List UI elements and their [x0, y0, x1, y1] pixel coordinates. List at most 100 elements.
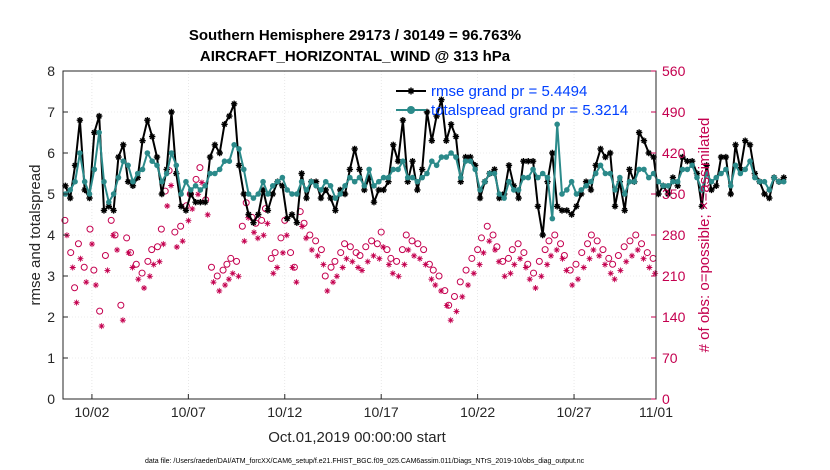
totalspread-point — [472, 166, 479, 173]
rmse-point — [235, 162, 243, 169]
rmse-point — [81, 186, 88, 194]
totalspread-point — [612, 187, 618, 193]
totalspread-point — [212, 170, 218, 177]
obs-assimilated-marker — [364, 258, 371, 265]
rmse-point — [428, 137, 436, 144]
obs-possible-marker — [435, 272, 443, 280]
totalspread-point — [549, 215, 556, 222]
totalspread-point — [178, 191, 184, 197]
rmse-point — [134, 174, 141, 181]
obs-possible-marker — [584, 240, 592, 248]
obs-possible-marker — [287, 249, 295, 257]
totalspread-point — [260, 178, 266, 185]
totalspread-point — [125, 162, 131, 169]
obs-assimilated-marker — [453, 308, 460, 315]
rmse-point — [346, 166, 354, 173]
rmse-point — [708, 186, 715, 194]
totalspread-point — [607, 170, 613, 177]
rmse-point — [606, 149, 614, 157]
obs-assimilated-marker — [617, 267, 624, 274]
obs-possible-marker — [377, 228, 385, 236]
rmse-point — [240, 190, 247, 198]
totalspread-point — [670, 178, 676, 185]
totalspread-point — [684, 166, 691, 173]
obs-assimilated-marker — [358, 267, 365, 274]
rmse-point — [399, 117, 407, 124]
totalspread-point — [747, 158, 753, 164]
grid-lines — [63, 70, 657, 400]
totalspread-point — [351, 178, 358, 185]
obs-possible-marker — [474, 246, 482, 254]
rmse-point — [361, 186, 368, 194]
obs-possible-marker — [90, 266, 98, 274]
rmse-point — [447, 121, 455, 128]
obs-possible-marker — [632, 231, 640, 239]
obs-assimilated-marker — [422, 261, 429, 268]
rmse-point — [602, 153, 609, 161]
obs-assimilated-marker — [526, 276, 533, 283]
obs-assimilated-marker — [517, 255, 524, 262]
totalspread-point — [149, 158, 155, 164]
rmse-point — [679, 153, 686, 161]
obs-possible-marker — [117, 301, 125, 309]
obs-assimilated-marker — [279, 249, 286, 256]
obs-possible-marker — [605, 254, 613, 262]
totalspread-point — [496, 191, 503, 197]
totalspread-point — [279, 174, 286, 181]
totalspread-point — [520, 174, 527, 181]
x-axis-label: Oct.01,2019 00:00:00 start — [268, 429, 446, 446]
totalspread-point — [81, 178, 88, 185]
obs-possible-marker — [626, 237, 634, 245]
totalspread-point — [433, 162, 440, 169]
rmse-point — [611, 203, 619, 210]
rmse-point — [597, 145, 604, 153]
rmse-point — [197, 199, 204, 206]
rmse-point — [67, 194, 74, 202]
obs-assimilated-marker — [92, 282, 99, 289]
obs-possible-marker — [614, 252, 622, 259]
totalspread-point — [429, 158, 435, 164]
totalspread-point — [665, 183, 671, 189]
rmse-point — [211, 141, 219, 148]
totalspread-point — [106, 199, 112, 205]
obs-possible-marker — [414, 240, 422, 248]
rmse-point — [751, 170, 759, 177]
rmse-point — [76, 117, 84, 124]
obs-possible-marker — [514, 240, 522, 248]
totalspread-point — [356, 174, 363, 181]
obs-assimilated-marker — [553, 246, 560, 253]
obs-assimilated-marker — [168, 182, 175, 189]
totalspread-point — [448, 150, 454, 156]
totalspread-point — [168, 150, 175, 156]
totalspread-point — [130, 178, 136, 185]
rmse-point — [202, 199, 209, 206]
obs-assimilated-marker — [401, 261, 408, 268]
rmse-point — [505, 162, 513, 169]
obs-assimilated-marker — [590, 246, 597, 253]
obs-assimilated-marker — [640, 255, 647, 262]
totalspread-point — [602, 170, 609, 177]
rmse-point — [182, 207, 190, 214]
obs-possible-marker — [177, 222, 185, 230]
obs-assimilated-marker — [580, 264, 587, 271]
obs-possible-marker — [535, 257, 543, 265]
rmse-point — [443, 137, 450, 144]
totalspread-point — [645, 174, 652, 181]
obs-count-markers — [61, 164, 659, 330]
totalspread-point — [694, 174, 700, 181]
rmse-point — [216, 149, 223, 157]
totalspread-point — [134, 170, 141, 177]
obs-possible-marker — [196, 164, 204, 172]
obs-assimilated-marker — [511, 261, 518, 268]
obs-assimilated-marker — [222, 282, 229, 289]
obs-assimilated-marker — [250, 229, 257, 236]
totalspread-point — [708, 178, 715, 185]
totalspread-point — [91, 166, 98, 173]
obs-possible-marker — [321, 272, 329, 280]
totalspread-point — [173, 162, 180, 169]
obs-possible-marker — [483, 222, 491, 230]
totalspread-point — [390, 166, 397, 173]
totalspread-point — [154, 162, 160, 169]
totalspread-point — [250, 195, 257, 201]
totalspread-point — [294, 191, 300, 197]
